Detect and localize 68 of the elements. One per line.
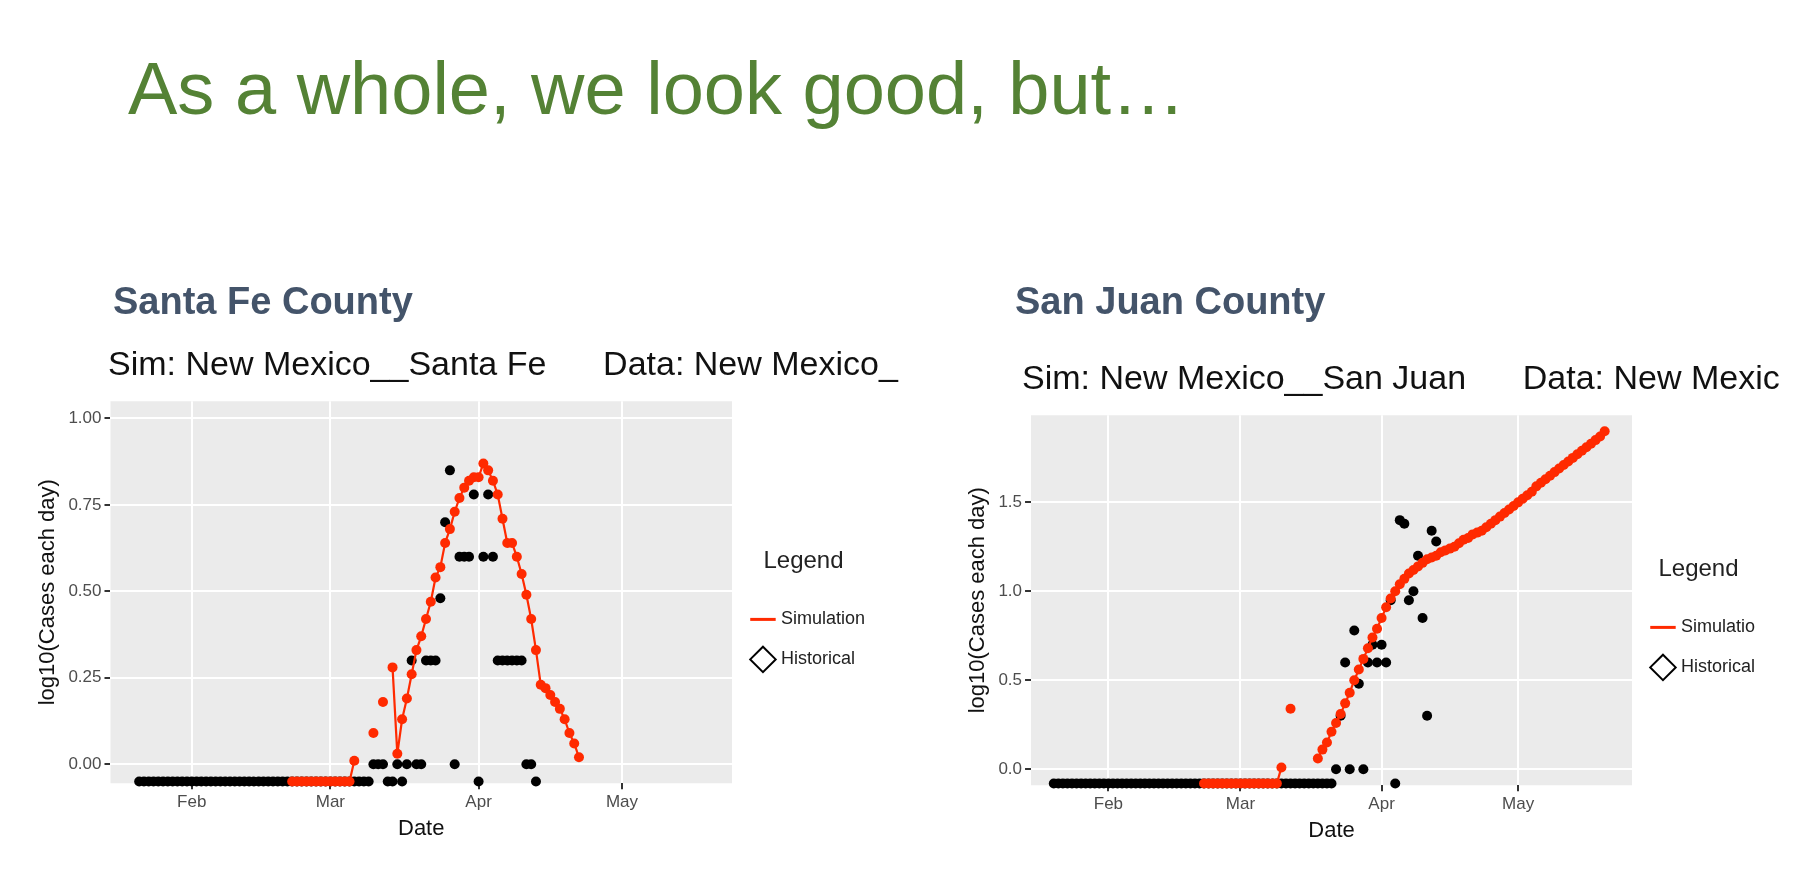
- point: [521, 589, 532, 600]
- point: [550, 696, 561, 707]
- x-axis-title: Date: [1308, 816, 1355, 842]
- text: As a whole, we look good, but…: [128, 46, 1186, 131]
- point: [573, 752, 584, 763]
- point: [421, 613, 431, 624]
- y-tick-label: 1.5: [998, 492, 1023, 512]
- point: [564, 728, 575, 739]
- point: [483, 465, 494, 476]
- legend-label: Simulation: [780, 608, 866, 629]
- x-tick-label: May: [605, 792, 639, 812]
- x-tick-label: Feb: [1093, 794, 1124, 814]
- chart-title: Santa Fe County: [113, 280, 413, 323]
- point: [569, 738, 580, 749]
- point: [406, 669, 417, 680]
- legend-label: Simulatio: [1680, 616, 1755, 637]
- point: [377, 696, 388, 707]
- point: [440, 537, 451, 548]
- y-tick-label: 1.0: [998, 580, 1023, 600]
- point: [387, 662, 398, 673]
- point: [449, 506, 460, 517]
- point: [454, 493, 465, 503]
- y-tick-label: 0.50: [68, 581, 102, 601]
- point: [526, 613, 537, 624]
- chart-title: San Juan County: [1015, 280, 1326, 323]
- point: [416, 631, 427, 642]
- point: [540, 683, 551, 694]
- point: [392, 748, 403, 759]
- point: [530, 645, 541, 656]
- chart-subtitle: Sim: New Mexico__San Juan Data: New Mexic: [1022, 358, 1780, 397]
- y-tick-label: 0.75: [68, 494, 102, 514]
- point: [497, 513, 508, 524]
- y-tick-label: 0.25: [68, 667, 102, 687]
- point: [511, 551, 522, 562]
- x-tick-label: Apr: [465, 792, 493, 812]
- point: [425, 596, 436, 607]
- legend-title: Legend: [1658, 554, 1739, 582]
- legend-title: Legend: [763, 546, 844, 574]
- x-tick-label: Feb: [177, 792, 207, 812]
- x-tick-label: May: [1502, 794, 1535, 814]
- point: [559, 714, 570, 725]
- legend-label: Historical: [1680, 656, 1755, 677]
- y-axis-title: log10(Cases each day): [34, 479, 60, 706]
- x-axis-title: Date: [397, 814, 445, 840]
- point: [368, 728, 379, 739]
- x-tick-label: Mar: [315, 792, 346, 812]
- point: [516, 569, 527, 580]
- point: [444, 524, 455, 535]
- point: [397, 714, 408, 725]
- point: [349, 755, 360, 766]
- point: [545, 690, 556, 701]
- point: [435, 562, 446, 573]
- point: [459, 482, 470, 493]
- legend-label: Historical: [780, 648, 855, 669]
- y-tick-label: 1.00: [68, 408, 102, 428]
- y-tick-label: 0.00: [68, 753, 102, 773]
- chart-subtitle: Sim: New Mexico__Santa Fe Data: New Mexico_: [108, 344, 898, 383]
- y-tick-label: 0.0: [998, 758, 1023, 778]
- point: [430, 572, 441, 583]
- point: [487, 475, 498, 486]
- y-axis-title: log10(Cases each day): [964, 487, 990, 714]
- y-tick-label: 0.5: [998, 669, 1023, 689]
- point: [492, 489, 503, 500]
- point: [401, 693, 412, 704]
- point: [411, 645, 422, 656]
- x-tick-label: Apr: [1368, 794, 1396, 814]
- x-tick-label: Mar: [1225, 794, 1256, 814]
- point: [554, 703, 565, 714]
